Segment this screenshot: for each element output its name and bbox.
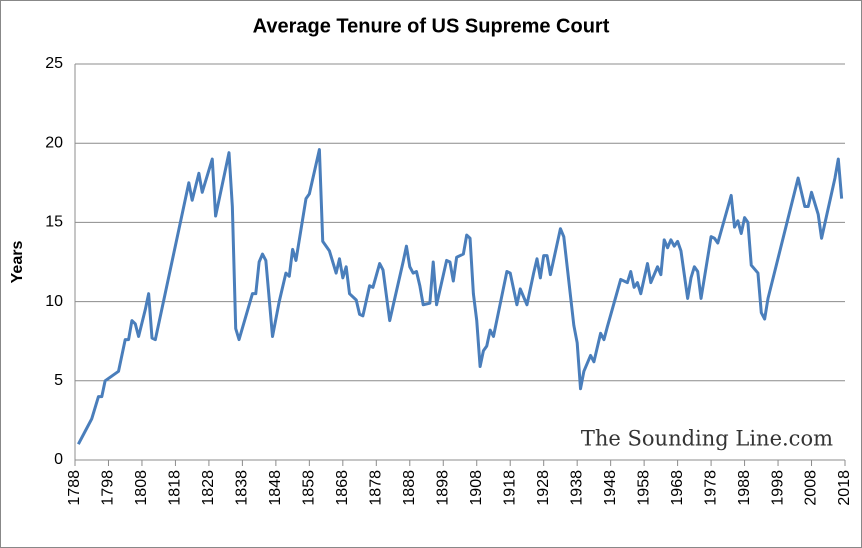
x-tick-label: 1798 — [100, 470, 117, 506]
x-tick-label: 1998 — [769, 470, 786, 506]
x-tick-label: 1808 — [133, 470, 150, 506]
x-tick-label: 2008 — [803, 470, 820, 506]
x-tick-label: 1888 — [401, 470, 418, 506]
y-axis-label: Years — [9, 241, 26, 284]
x-tick-label: 1898 — [434, 470, 451, 506]
x-tick-label: 1968 — [669, 470, 686, 506]
x-tick-label: 1868 — [334, 470, 351, 506]
x-tick-label: 1928 — [535, 470, 552, 506]
x-tick-label: 1838 — [234, 470, 251, 506]
x-tick-label: 1818 — [167, 470, 184, 506]
x-tick-label: 1878 — [368, 470, 385, 506]
x-tick-label: 1828 — [200, 470, 217, 506]
chart-title: Average Tenure of US Supreme Court — [253, 15, 610, 37]
x-tick-label: 1948 — [602, 470, 619, 506]
x-tick-label: 1918 — [501, 470, 518, 506]
y-tick-label: 20 — [45, 134, 63, 151]
x-tick-label: 1978 — [702, 470, 719, 506]
line-series — [77, 148, 844, 445]
watermark: The Sounding Line.com — [581, 427, 833, 451]
x-tick-label: 2018 — [836, 470, 853, 506]
x-tick-label: 1848 — [267, 470, 284, 506]
x-tick-label: 1858 — [301, 470, 318, 506]
x-tick-label: 1908 — [468, 470, 485, 506]
x-tick-label: 1788 — [66, 470, 83, 506]
x-tick-label: 1958 — [635, 470, 652, 506]
y-tick-label: 25 — [45, 55, 63, 72]
x-tick-label: 1938 — [568, 470, 585, 506]
y-tick-label: 15 — [45, 214, 63, 231]
y-tick-label: 0 — [54, 451, 63, 468]
x-tick-label: 1988 — [736, 470, 753, 506]
y-tick-label: 5 — [54, 372, 63, 389]
y-tick-label: 10 — [45, 293, 63, 310]
